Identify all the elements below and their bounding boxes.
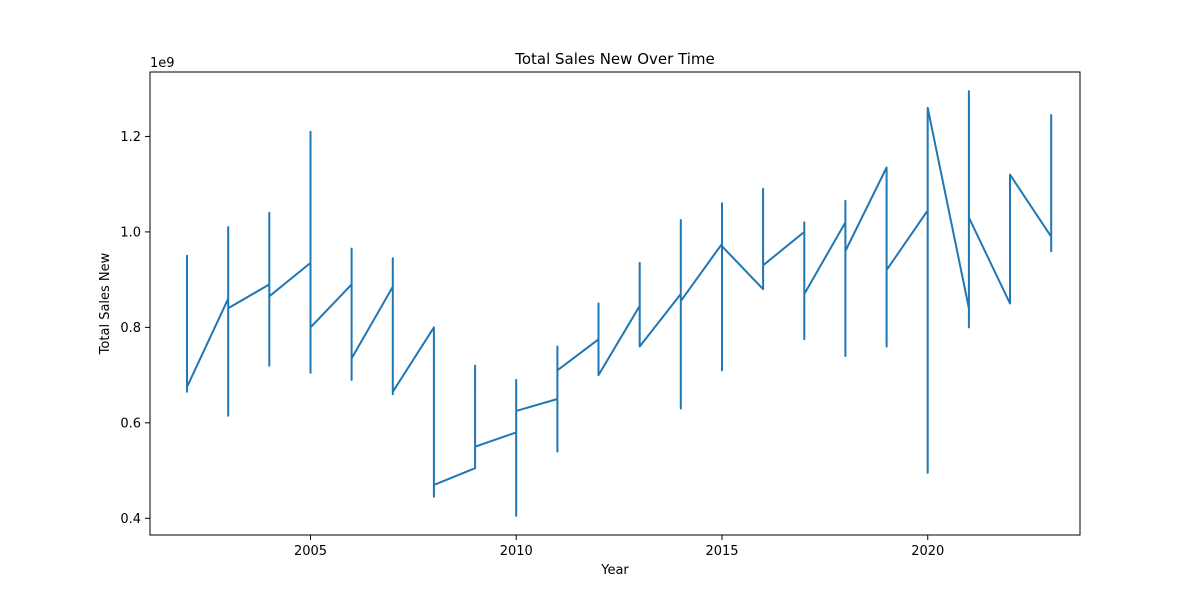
x-tick-label: 2020 — [911, 544, 944, 559]
plot-area — [149, 71, 1081, 536]
x-tick-label: 2010 — [500, 544, 533, 559]
x-tick-label: 2015 — [705, 544, 738, 559]
y-axis-ticks: 0.4 0.6 0.8 1.0 1.2 — [120, 130, 150, 527]
y-tick-label: 0.4 — [120, 512, 141, 527]
y-axis-label: Total Sales New — [98, 252, 113, 355]
axes-frame — [149, 71, 1081, 536]
series-line — [186, 90, 1053, 517]
chart-title: Total Sales New Over Time — [514, 50, 715, 68]
x-tick-label: 2005 — [294, 544, 327, 559]
y-tick-label: 0.8 — [120, 321, 141, 336]
y-tick-label: 1.2 — [120, 130, 141, 145]
x-axis-label: Year — [600, 563, 629, 578]
y-tick-label: 0.6 — [120, 416, 141, 431]
y-axis-offset-label: 1e9 — [150, 56, 175, 71]
y-tick-label: 1.0 — [120, 225, 141, 240]
x-axis-ticks: 2005 2010 2015 2020 — [294, 535, 944, 559]
